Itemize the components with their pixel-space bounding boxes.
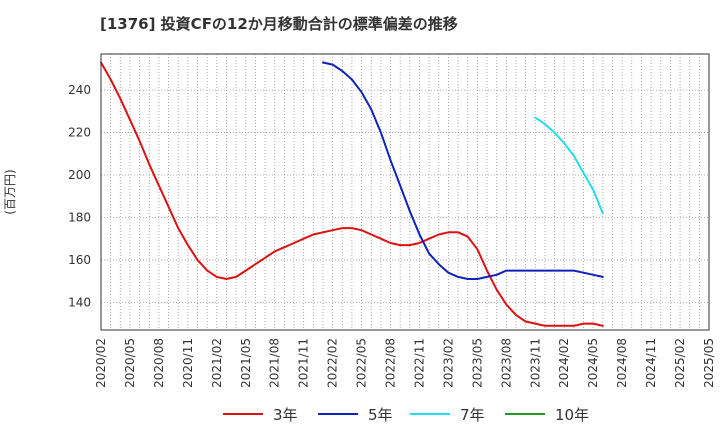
chart-title: [1376] 投資CFの12か月移動合計の標準偏差の推移: [100, 15, 458, 33]
y-tick-label: 160: [68, 253, 91, 267]
legend-item: 5年: [318, 402, 393, 426]
y-axis-label: (百万円): [3, 169, 17, 214]
legend-swatch: [318, 413, 358, 415]
x-tick-label: 2021/02: [210, 338, 224, 388]
x-tick-label: 2022/02: [326, 338, 340, 388]
x-tick-label: 2022/11: [412, 338, 426, 388]
x-tick-label: 2024/11: [644, 338, 658, 388]
x-tick-label: 2020/05: [123, 338, 137, 388]
x-tick-label: 2022/08: [384, 338, 398, 388]
legend-label: 3年: [273, 405, 298, 424]
y-tick-label: 200: [68, 168, 91, 182]
x-tick-labels: 2020/02 2020/05 2020/08 2020/11 2021/02 2021/…: [94, 338, 716, 388]
x-tick-label: 2023/08: [499, 338, 513, 388]
y-tick-label: 240: [68, 83, 91, 97]
legend-item: 7年: [410, 402, 485, 426]
legend-swatch: [223, 413, 263, 415]
y-gridlines: [101, 89, 709, 303]
series-line-2: [322, 61, 604, 280]
series-lines: [100, 61, 604, 327]
x-tick-label: 2025/05: [702, 338, 716, 388]
legend-label: 7年: [460, 405, 485, 424]
legend: 3年 5年 7年 10年: [0, 402, 720, 426]
legend-label: 5年: [368, 405, 393, 424]
legend-item: 3年: [223, 402, 298, 426]
x-tick-label: 2024/05: [586, 338, 600, 388]
x-tick-label: 2024/02: [557, 338, 571, 388]
x-tick-label: 2021/08: [268, 338, 282, 388]
series-line-1: [100, 61, 604, 327]
y-tick-labels: 140 160 180 200 220 240: [68, 83, 91, 309]
y-tick-label: 180: [68, 210, 91, 224]
x-tick-label: 2021/05: [239, 338, 253, 388]
x-tick-label: 2023/11: [528, 338, 542, 388]
y-tick-label: 140: [68, 295, 91, 309]
x-tick-label: 2021/11: [297, 338, 311, 388]
x-tick-label: 2020/02: [94, 338, 108, 388]
legend-swatch: [505, 413, 545, 415]
x-tick-label: 2025/02: [673, 338, 687, 388]
y-tick-label: 220: [68, 126, 91, 140]
x-gridlines: [110, 54, 700, 330]
series-line-3: [534, 116, 604, 215]
legend-swatch: [410, 413, 450, 415]
legend-item: 10年: [505, 402, 589, 426]
x-tick-label: 2023/05: [470, 338, 484, 388]
legend-label: 10年: [555, 405, 590, 424]
x-tick-label: 2024/08: [615, 338, 629, 388]
plot-frame: [100, 53, 710, 331]
x-tick-label: 2020/08: [152, 338, 166, 388]
x-tick-label: 2023/02: [441, 338, 455, 388]
x-tick-label: 2020/11: [181, 338, 195, 388]
x-tick-label: 2022/05: [355, 338, 369, 388]
